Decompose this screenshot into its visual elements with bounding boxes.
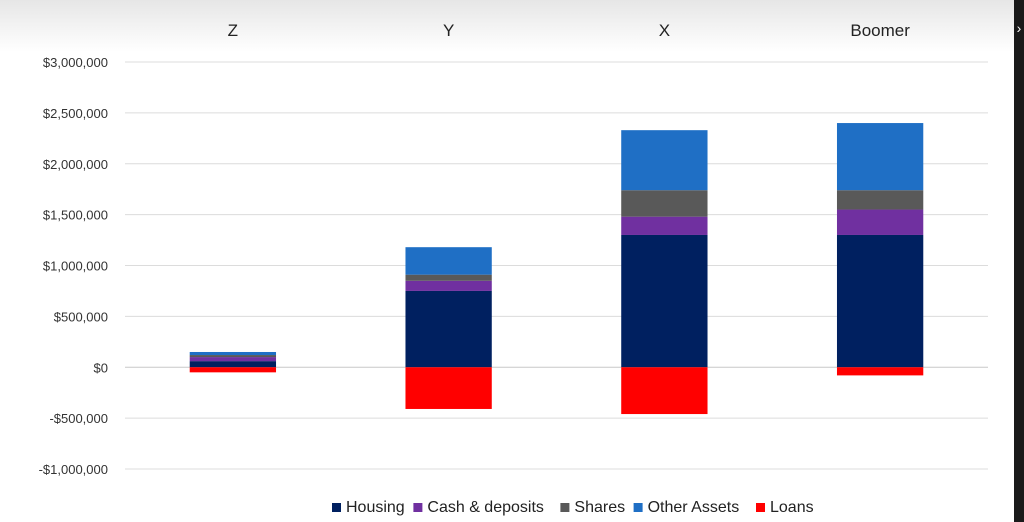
side-panel-edge[interactable]	[1014, 0, 1024, 522]
bar-segment	[189, 367, 277, 373]
bar-segment	[621, 367, 708, 415]
bar-segment	[836, 209, 924, 235]
legend-swatch	[560, 503, 570, 512]
bar-segment	[836, 123, 924, 191]
legend-swatch	[332, 503, 341, 512]
legend-label: Loans	[770, 499, 814, 516]
legend-swatch	[633, 503, 643, 512]
category-label: Boomer	[850, 21, 910, 40]
header-shade	[0, 0, 1024, 52]
bar-segment	[405, 274, 492, 281]
legend-swatch	[413, 503, 423, 512]
y-tick-label: $2,500,000	[43, 106, 108, 121]
bar-segment	[621, 216, 708, 235]
legend-label: Other Assets	[648, 499, 740, 516]
legend-swatch	[756, 503, 765, 512]
bar-segment	[405, 290, 492, 368]
y-tick-label: $0	[94, 360, 108, 375]
y-tick-label: $1,500,000	[43, 208, 108, 223]
y-tick-label: $1,000,000	[43, 259, 108, 274]
y-tick-label: $500,000	[54, 309, 108, 324]
legend-label: Housing	[346, 499, 405, 516]
bar-segment	[189, 355, 277, 358]
bar-segment	[621, 130, 708, 191]
bar-segment	[189, 351, 277, 356]
bar-segment	[621, 190, 708, 217]
legend-label: Cash & deposits	[427, 499, 544, 516]
bar-segment	[189, 361, 277, 368]
bar-segment	[836, 234, 924, 368]
y-tick-label: -$1,000,000	[39, 462, 108, 477]
category-label: Z	[228, 21, 238, 40]
bar-segment	[405, 367, 492, 409]
category-label: X	[659, 21, 670, 40]
bar-segment	[621, 234, 708, 368]
category-label: Y	[443, 21, 454, 40]
chevron-right-icon[interactable]: ›	[1016, 20, 1022, 36]
bar-segment	[836, 367, 924, 376]
bar-segment	[405, 247, 492, 275]
bar-segment	[189, 357, 277, 362]
bar-segment	[836, 190, 924, 210]
y-tick-label: $2,000,000	[43, 157, 108, 172]
y-tick-label: -$500,000	[49, 411, 108, 426]
y-tick-label: $3,000,000	[43, 55, 108, 70]
legend-label: Shares	[574, 499, 625, 516]
bar-segment	[405, 280, 492, 291]
